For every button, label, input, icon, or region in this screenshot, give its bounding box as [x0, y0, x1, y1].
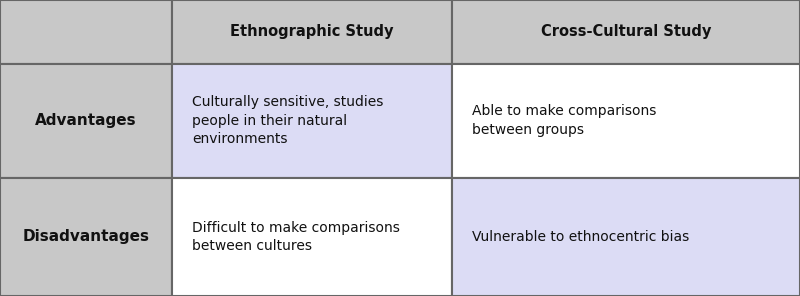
Bar: [452, 64, 800, 178]
Bar: [172, 0, 452, 64]
Text: Cross-Cultural Study: Cross-Cultural Study: [541, 24, 711, 39]
Text: Disadvantages: Disadvantages: [22, 229, 150, 244]
Bar: [452, 0, 800, 64]
Text: Culturally sensitive, studies
people in their natural
environments: Culturally sensitive, studies people in …: [192, 95, 383, 146]
Bar: [0, 178, 172, 296]
Bar: [0, 64, 172, 178]
Text: Ethnographic Study: Ethnographic Study: [230, 24, 394, 39]
Text: Vulnerable to ethnocentric bias: Vulnerable to ethnocentric bias: [472, 230, 690, 244]
Text: Difficult to make comparisons
between cultures: Difficult to make comparisons between cu…: [192, 221, 400, 253]
Text: Able to make comparisons
between groups: Able to make comparisons between groups: [472, 104, 656, 137]
Bar: [172, 64, 452, 178]
Bar: [172, 178, 452, 296]
Bar: [0, 0, 172, 64]
Bar: [452, 178, 800, 296]
Text: Advantages: Advantages: [35, 113, 137, 128]
